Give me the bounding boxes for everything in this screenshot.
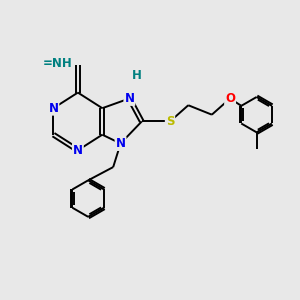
Text: N: N	[116, 137, 126, 150]
Text: N: N	[124, 92, 134, 105]
Text: N: N	[73, 144, 83, 157]
Text: O: O	[225, 92, 235, 105]
Text: S: S	[166, 115, 174, 128]
Text: H: H	[132, 69, 142, 82]
Text: =NH: =NH	[43, 57, 73, 70]
Text: N: N	[48, 102, 59, 115]
